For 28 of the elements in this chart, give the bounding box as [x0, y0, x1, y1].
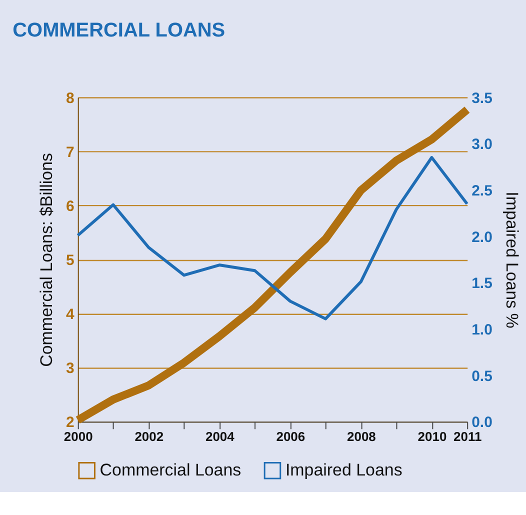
chart-title: COMMERCIAL LOANS — [12, 19, 226, 42]
x-tick-label: 2010 — [418, 429, 447, 444]
x-tick-label: 2006 — [276, 429, 306, 444]
legend-label: Commercial Loans — [100, 460, 242, 480]
y-axis-title: Commercial Loans: $Billions — [37, 153, 56, 367]
y2-tick-label: 3.0 — [472, 136, 492, 154]
y2-tick-label: 2.5 — [472, 182, 492, 200]
y-tick-label: 6 — [66, 198, 74, 215]
y-tick-label: 3 — [66, 360, 74, 378]
y-tick-label: 2 — [66, 414, 74, 432]
y2-axis-title: Impaired Loans % — [502, 192, 522, 328]
x-tick-label: 2008 — [347, 429, 376, 444]
x-tick-label: 2011 — [454, 429, 482, 444]
y-tick-label: 5 — [66, 252, 74, 269]
y-tick-label: 7 — [66, 144, 74, 161]
legend-label: Impaired Loans — [285, 460, 402, 480]
y-tick-label: 8 — [66, 90, 74, 107]
y2-tick-label: 0.0 — [472, 414, 492, 432]
x-tick-label: 2002 — [134, 429, 164, 444]
x-tick-label: 2000 — [64, 429, 93, 444]
y2-tick-label: 1.5 — [472, 275, 492, 292]
line-series — [76, 156, 469, 320]
y2-tick-label: 3.5 — [472, 90, 492, 107]
y-tick-label: 4 — [66, 306, 76, 324]
y2-tick-label: 1.0 — [472, 321, 492, 338]
y2-tick-label: 2.0 — [472, 228, 492, 246]
y2-tick-label: 0.5 — [472, 368, 492, 385]
x-tick-label: 2004 — [205, 429, 236, 444]
